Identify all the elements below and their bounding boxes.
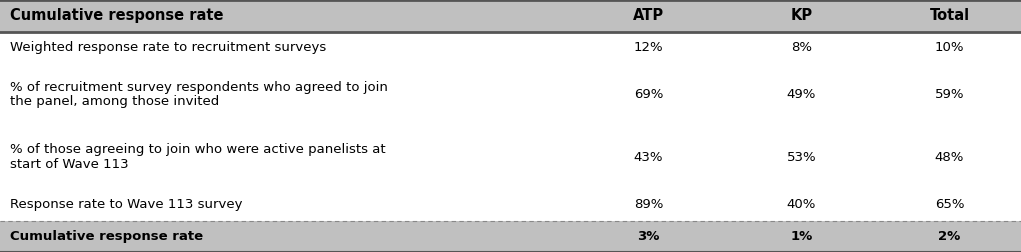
Text: 59%: 59%: [935, 88, 964, 101]
Text: 2%: 2%: [938, 230, 961, 243]
FancyBboxPatch shape: [0, 0, 1021, 32]
Text: Weighted response rate to recruitment surveys: Weighted response rate to recruitment su…: [10, 41, 327, 54]
Text: 65%: 65%: [935, 198, 964, 211]
Text: 1%: 1%: [790, 230, 813, 243]
Text: Cumulative response rate: Cumulative response rate: [10, 230, 203, 243]
Text: 69%: 69%: [634, 88, 663, 101]
FancyBboxPatch shape: [0, 32, 1021, 63]
Text: Total: Total: [929, 8, 970, 23]
Text: 48%: 48%: [935, 151, 964, 164]
Text: 89%: 89%: [634, 198, 663, 211]
Text: % of those agreeing to join who were active panelists at
start of Wave 113: % of those agreeing to join who were act…: [10, 143, 386, 172]
Text: 3%: 3%: [637, 230, 660, 243]
Text: % of recruitment survey respondents who agreed to join
the panel, among those in: % of recruitment survey respondents who …: [10, 80, 388, 109]
FancyBboxPatch shape: [0, 220, 1021, 252]
Text: ATP: ATP: [633, 8, 664, 23]
Text: 8%: 8%: [791, 41, 812, 54]
Text: 10%: 10%: [935, 41, 964, 54]
Text: 40%: 40%: [787, 198, 816, 211]
Text: KP: KP: [790, 8, 813, 23]
Text: Response rate to Wave 113 survey: Response rate to Wave 113 survey: [10, 198, 243, 211]
Text: 53%: 53%: [786, 151, 817, 164]
Text: Cumulative response rate: Cumulative response rate: [10, 8, 224, 23]
Text: 12%: 12%: [633, 41, 664, 54]
FancyBboxPatch shape: [0, 126, 1021, 189]
FancyBboxPatch shape: [0, 189, 1021, 220]
FancyBboxPatch shape: [0, 63, 1021, 126]
Text: 49%: 49%: [787, 88, 816, 101]
Text: 43%: 43%: [634, 151, 663, 164]
